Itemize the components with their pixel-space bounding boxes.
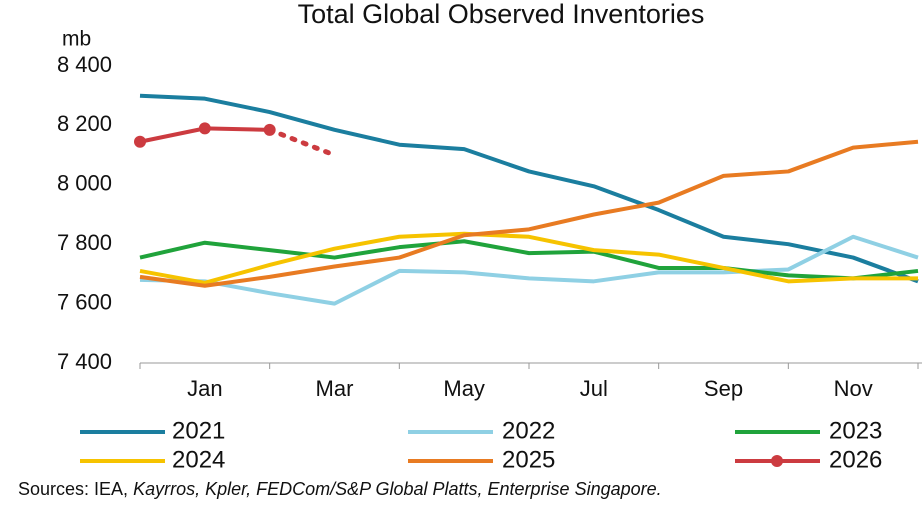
legend-label: 2026 [829, 446, 882, 473]
x-tick-label: May [443, 376, 485, 401]
x-tick-label: Mar [316, 376, 354, 401]
series-line [139, 231, 918, 285]
chart-title: Total Global Observed Inventories [298, 0, 705, 29]
x-tick-label: Sep [704, 376, 743, 401]
legend-label: 2021 [172, 417, 225, 444]
y-tick-label: 7 400 [57, 349, 112, 374]
legend-label: 2025 [502, 446, 555, 473]
y-tick-label: 8 200 [57, 111, 112, 136]
source: Sources: IEA, Kayrros, Kpler, FEDCom/S&P… [18, 480, 898, 499]
legend-label: 2022 [502, 417, 555, 444]
point [198, 122, 211, 135]
series-line [139, 139, 919, 288]
x-tick-label: Jan [187, 376, 222, 401]
x-tick-label: Nov [834, 376, 873, 401]
y-unit: mb [62, 28, 91, 51]
source-prefix: Sources: IEA, [18, 479, 129, 499]
legend-label: 2024 [172, 446, 225, 473]
series-line-dotted [267, 127, 337, 158]
legend-marker [771, 455, 783, 467]
y-tick-label: 8 400 [57, 52, 112, 77]
series-line [139, 234, 919, 306]
series-line [139, 239, 919, 281]
x-tick-label: Jul [580, 376, 608, 401]
point [263, 123, 276, 136]
y-tick-label: 7 800 [57, 230, 112, 255]
point [134, 135, 146, 148]
legend-label: 2023 [829, 417, 882, 444]
y-tick-label: 8 000 [57, 171, 112, 196]
series-line [139, 93, 919, 284]
chart: Total Global Observed Inventories mb 7 4… [57, 0, 922, 473]
source-list: Kayrros, Kpler, FEDCom/S&P Global Platts… [133, 479, 662, 499]
y-tick-label: 7 600 [57, 289, 112, 314]
